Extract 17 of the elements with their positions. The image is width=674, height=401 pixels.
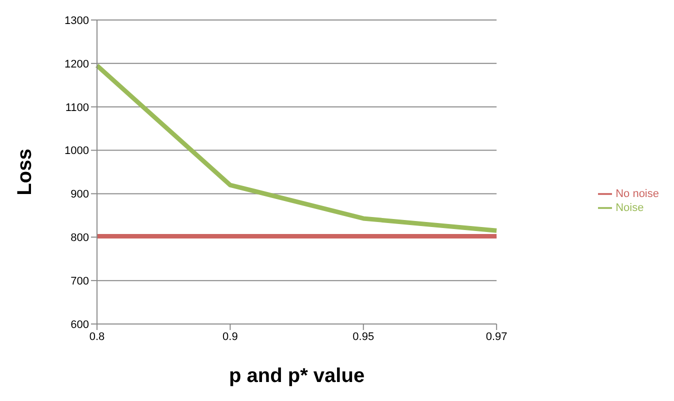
y-axis-title: Loss [14, 148, 36, 196]
line-series [94, 63, 499, 233]
y-tick-label: 1000 [64, 145, 89, 158]
x-tick-label: 0.95 [352, 330, 374, 343]
x-tick-label: 0.9 [222, 330, 238, 343]
y-tick-label: 700 [70, 275, 89, 288]
y-tick-label: 1200 [64, 58, 89, 70]
x-tick-label: 0.97 [486, 330, 508, 343]
x-axis-title: p and p* value [228, 365, 365, 387]
legend-label: Noise [616, 201, 644, 214]
y-tick-label: 600 [70, 318, 89, 331]
x-tick-label: 0.8 [89, 330, 105, 343]
legend-label: No noise [616, 187, 659, 200]
y-tick-label: 800 [70, 232, 89, 244]
y-tick-label: 1100 [65, 102, 89, 114]
y-tick-label: 1300 [64, 14, 89, 27]
y-tick-label: 900 [70, 188, 89, 201]
